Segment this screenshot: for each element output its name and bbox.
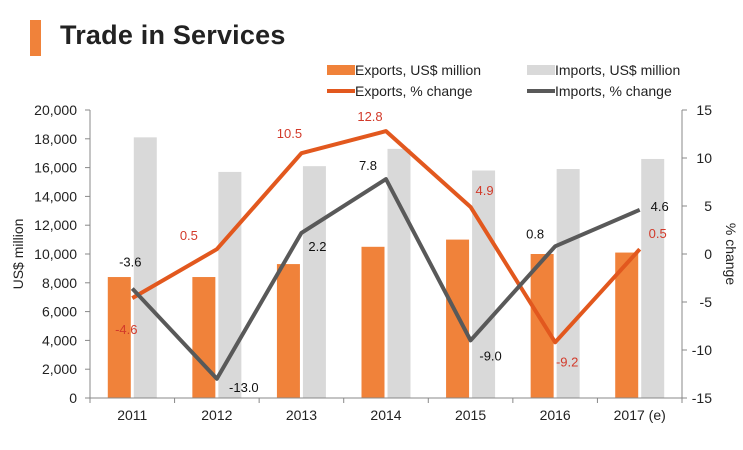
y2-axis-title: % change bbox=[723, 223, 739, 285]
exports-change-label: 12.8 bbox=[357, 109, 382, 124]
imports-change-label: 7.8 bbox=[359, 158, 377, 173]
imports-bar bbox=[218, 171, 242, 398]
y-tick-label: 18,000 bbox=[34, 131, 77, 147]
exports-change-label: -9.2 bbox=[556, 354, 578, 369]
x-tick-label: 2014 bbox=[370, 407, 401, 423]
x-tick-label: 2013 bbox=[286, 407, 317, 423]
exports-bar bbox=[107, 277, 131, 398]
title-accent-bar bbox=[30, 20, 41, 56]
exports-change-label: -4.6 bbox=[115, 322, 137, 337]
page-title: Trade in Services bbox=[60, 20, 286, 50]
imports-change-line bbox=[130, 177, 641, 381]
y2-tick-label: 0 bbox=[704, 246, 712, 262]
x-tick-label: 2011 bbox=[117, 407, 147, 423]
x-tick-label: 2016 bbox=[540, 407, 571, 423]
imports-bar bbox=[133, 137, 157, 399]
imports-bar bbox=[302, 166, 326, 398]
exports-change-label: 10.5 bbox=[277, 126, 302, 141]
y-tick-label: 4,000 bbox=[42, 332, 77, 348]
exports-change-label: 0.5 bbox=[649, 226, 667, 241]
imports-change-label: -3.6 bbox=[119, 255, 141, 270]
y-axis-title: US$ million bbox=[10, 219, 26, 290]
bar-layer bbox=[107, 137, 665, 399]
exports-bar bbox=[615, 252, 639, 398]
imports-change-label: -9.0 bbox=[479, 348, 501, 363]
exports-change-label: 0.5 bbox=[180, 228, 198, 243]
legend-exports-bar-swatch bbox=[327, 65, 355, 75]
y-tick-label: 12,000 bbox=[34, 217, 77, 233]
imports-change-label: -13.0 bbox=[229, 380, 259, 395]
imports-bar bbox=[641, 158, 665, 398]
x-tick-label: 2015 bbox=[455, 407, 486, 423]
imports-bar bbox=[556, 169, 580, 398]
y-tick-label: 0 bbox=[69, 390, 77, 406]
line-layer bbox=[130, 129, 642, 381]
x-tick-label: 2017 (e) bbox=[614, 407, 666, 423]
imports-change-label: 2.2 bbox=[308, 239, 326, 254]
data-label-layer: -4.6 0.5 10.5 12.8 4.9 -9.2 0.5 -3.6 -13.0 2.2 7.8… bbox=[115, 109, 669, 395]
y2-tick-label: -10 bbox=[692, 342, 712, 358]
exports-bar bbox=[361, 246, 385, 398]
y2-tick-label: 10 bbox=[696, 150, 712, 166]
exports-bar bbox=[530, 254, 554, 398]
x-tick-label: 2012 bbox=[201, 407, 232, 423]
imports-bar bbox=[472, 170, 496, 398]
chart-legend: Exports, US$ million Imports, US$ million… bbox=[327, 62, 680, 99]
y-tick-label: 20,000 bbox=[34, 102, 77, 118]
imports-change-label: 4.6 bbox=[651, 199, 669, 214]
y2-tick-label: 15 bbox=[696, 102, 712, 118]
legend-exports-bar-label: Exports, US$ million bbox=[355, 62, 481, 78]
y-tick-label: 14,000 bbox=[34, 188, 77, 204]
legend-exports-line-label: Exports, % change bbox=[355, 83, 473, 99]
imports-change-label: 0.8 bbox=[526, 226, 544, 241]
exports-bar bbox=[276, 264, 300, 398]
legend-imports-bar-swatch bbox=[527, 65, 555, 75]
y-tick-label: 8,000 bbox=[42, 275, 77, 291]
exports-change-label: 4.9 bbox=[476, 183, 494, 198]
y-tick-label: 10,000 bbox=[34, 246, 77, 262]
legend-imports-bar-label: Imports, US$ million bbox=[555, 62, 680, 78]
axes-layer: 0 2,000 4,000 6,000 8,000 10,000 12,000 14,000 1… bbox=[10, 102, 739, 423]
legend-imports-line-label: Imports, % change bbox=[555, 83, 672, 99]
y-tick-label: 6,000 bbox=[42, 304, 77, 320]
y2-tick-label: -5 bbox=[700, 294, 713, 310]
y2-tick-label: 5 bbox=[704, 198, 712, 214]
exports-change-line bbox=[131, 129, 642, 345]
exports-bar bbox=[192, 277, 216, 398]
y-tick-label: 2,000 bbox=[42, 361, 77, 377]
y-tick-label: 16,000 bbox=[34, 160, 77, 176]
y2-tick-label: -15 bbox=[692, 390, 712, 406]
